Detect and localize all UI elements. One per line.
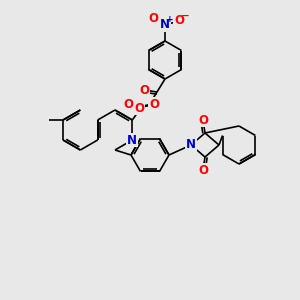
Text: O: O <box>174 14 184 28</box>
Text: −: − <box>181 11 189 21</box>
Text: O: O <box>149 98 159 110</box>
Text: O: O <box>148 13 158 26</box>
Text: +: + <box>166 16 173 25</box>
Text: O: O <box>198 164 208 176</box>
Text: O: O <box>134 101 144 115</box>
Text: N: N <box>160 19 170 32</box>
Text: N: N <box>186 139 196 152</box>
Text: O: O <box>198 113 208 127</box>
Text: N: N <box>127 134 137 146</box>
Text: O: O <box>123 98 133 110</box>
Text: O: O <box>139 83 149 97</box>
